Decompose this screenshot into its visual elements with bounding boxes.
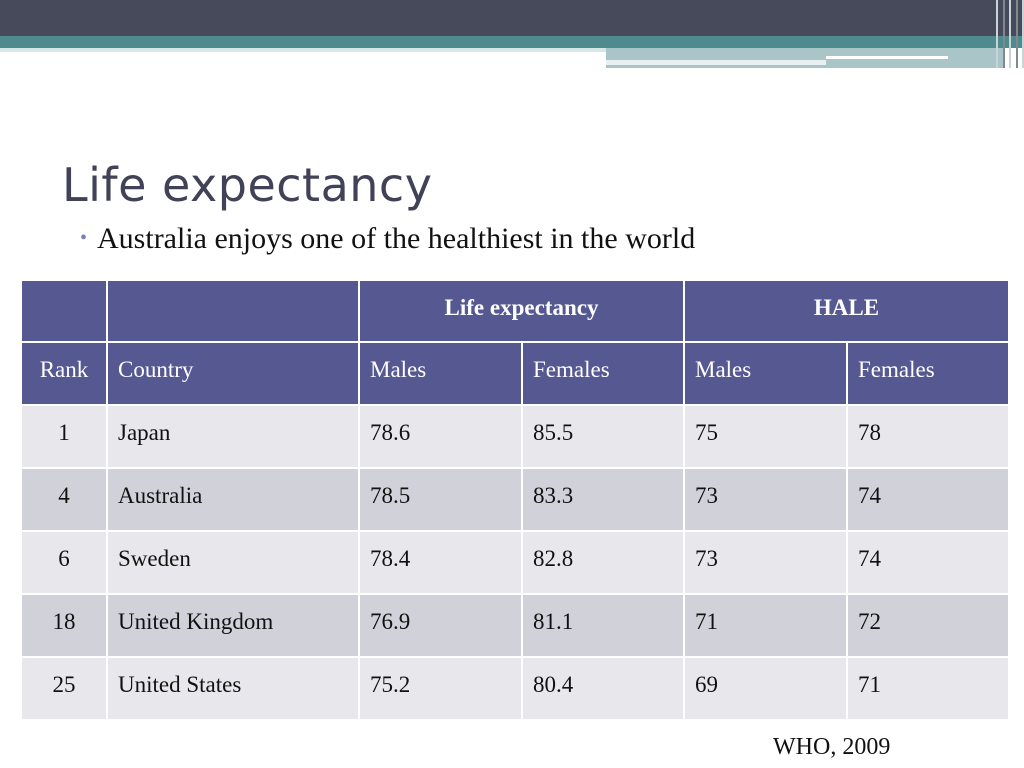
le-females-cell: 85.5 bbox=[521, 404, 685, 469]
country-cell: United States bbox=[106, 656, 360, 721]
table-row: 4 Australia 78.5 83.3 73 74 bbox=[20, 467, 1010, 532]
country-cell: Sweden bbox=[106, 530, 360, 595]
accent-decor-line-short bbox=[826, 56, 948, 59]
table-row: 18 United Kingdom 76.9 81.1 71 72 bbox=[20, 593, 1010, 658]
slide-title: Life expectancy bbox=[62, 158, 433, 212]
le-females-cell: 82.8 bbox=[521, 530, 685, 595]
group-header-life-expectancy: Life expectancy bbox=[358, 279, 685, 343]
le-males-cell: 76.9 bbox=[358, 593, 523, 658]
corner-stripes bbox=[996, 0, 1024, 68]
hale-females-cell: 74 bbox=[846, 530, 1010, 595]
country-cell: Australia bbox=[106, 467, 360, 532]
hale-males-cell: 69 bbox=[683, 656, 848, 721]
rank-cell: 1 bbox=[20, 404, 108, 469]
le-females-cell: 81.1 bbox=[521, 593, 685, 658]
le-females-cell: 80.4 bbox=[521, 656, 685, 721]
country-cell: United Kingdom bbox=[106, 593, 360, 658]
accent-decor-line bbox=[606, 60, 826, 65]
hale-females-cell: 74 bbox=[846, 467, 1010, 532]
column-header-rank: Rank bbox=[20, 341, 108, 406]
hale-females-cell: 78 bbox=[846, 404, 1010, 469]
bullet-dot-icon: • bbox=[80, 227, 88, 249]
top-decor-band bbox=[0, 0, 1024, 36]
column-header-hale-females: Females bbox=[846, 341, 1010, 406]
group-header-cell bbox=[106, 279, 360, 343]
rank-cell: 4 bbox=[20, 467, 108, 532]
group-header-cell bbox=[20, 279, 108, 343]
le-males-cell: 75.2 bbox=[358, 656, 523, 721]
rank-cell: 18 bbox=[20, 593, 108, 658]
column-header-country: Country bbox=[106, 341, 360, 406]
hale-females-cell: 71 bbox=[846, 656, 1010, 721]
country-cell: Japan bbox=[106, 404, 360, 469]
le-females-cell: 83.3 bbox=[521, 467, 685, 532]
column-header-hale-males: Males bbox=[683, 341, 848, 406]
teal-decor-band bbox=[0, 36, 1024, 48]
column-header-le-females: Females bbox=[521, 341, 685, 406]
column-header-le-males: Males bbox=[358, 341, 523, 406]
bullet-text: Australia enjoys one of the healthiest i… bbox=[97, 222, 696, 255]
le-males-cell: 78.6 bbox=[358, 404, 523, 469]
bullet-point: • Australia enjoys one of the healthiest… bbox=[80, 222, 695, 256]
rank-cell: 6 bbox=[20, 530, 108, 595]
life-expectancy-table: Life expectancy HALE Rank Country Males … bbox=[20, 279, 1010, 721]
le-males-cell: 78.5 bbox=[358, 467, 523, 532]
hale-males-cell: 71 bbox=[683, 593, 848, 658]
column-header-row: Rank Country Males Females Males Females bbox=[20, 341, 1010, 406]
rank-cell: 25 bbox=[20, 656, 108, 721]
group-header-hale: HALE bbox=[683, 279, 1010, 343]
hale-females-cell: 72 bbox=[846, 593, 1010, 658]
group-header-row: Life expectancy HALE bbox=[20, 279, 1010, 343]
hale-males-cell: 73 bbox=[683, 467, 848, 532]
table-row: 25 United States 75.2 80.4 69 71 bbox=[20, 656, 1010, 721]
table-row: 6 Sweden 78.4 82.8 73 74 bbox=[20, 530, 1010, 595]
hale-males-cell: 75 bbox=[683, 404, 848, 469]
source-citation: WHO, 2009 bbox=[773, 734, 891, 760]
hale-males-cell: 73 bbox=[683, 530, 848, 595]
table-row: 1 Japan 78.6 85.5 75 78 bbox=[20, 404, 1010, 469]
le-males-cell: 78.4 bbox=[358, 530, 523, 595]
light-decor-band bbox=[0, 48, 606, 52]
